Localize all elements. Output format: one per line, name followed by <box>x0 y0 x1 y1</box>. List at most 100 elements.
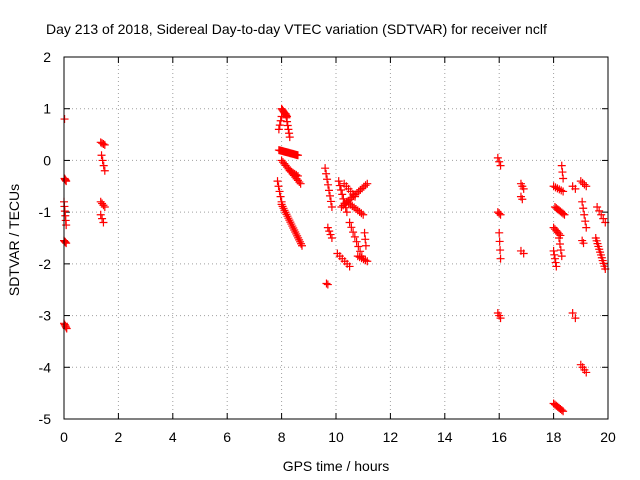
data-point <box>338 190 347 199</box>
data-point <box>582 368 591 377</box>
data-point <box>281 208 290 217</box>
y-axis-label: SDTVAR / TECUs <box>6 184 22 296</box>
y-tick-label: 0 <box>43 152 51 168</box>
data-point <box>578 178 587 187</box>
data-point <box>97 151 106 160</box>
data-point <box>278 202 287 211</box>
data-point <box>557 252 566 261</box>
data-point <box>493 153 502 162</box>
data-point <box>277 200 286 209</box>
data-point <box>496 210 505 219</box>
data-point <box>361 235 370 244</box>
data-point <box>323 223 332 232</box>
data-point <box>293 231 302 240</box>
data-point <box>519 184 528 193</box>
data-point <box>298 241 306 250</box>
y-tick-label: -2 <box>39 256 52 272</box>
x-tick-label: 20 <box>600 429 616 445</box>
data-point <box>285 216 294 225</box>
data-point <box>274 125 283 134</box>
data-point <box>325 191 334 200</box>
data-point <box>345 262 354 271</box>
data-point <box>518 195 527 204</box>
data-point <box>357 209 366 218</box>
data-point <box>293 151 302 160</box>
data-point <box>496 314 505 323</box>
data-point <box>557 186 566 195</box>
data-point <box>325 186 334 195</box>
data-point <box>496 161 505 170</box>
data-point <box>281 109 290 118</box>
data-point <box>61 238 70 247</box>
data-point <box>326 197 335 206</box>
chart-title: Day 213 of 2018, Sidereal Day-to-day VTE… <box>46 21 547 37</box>
y-tick-label: -1 <box>39 204 52 220</box>
x-tick-labels: 0 2 4 6 8 10 12 14 16 18 20 <box>60 429 616 445</box>
data-point <box>555 240 564 249</box>
data-point <box>280 206 289 215</box>
data-point <box>287 220 296 229</box>
y-tick-label: 2 <box>43 49 51 65</box>
x-tick-label: 12 <box>383 429 399 445</box>
data-point <box>549 246 558 255</box>
y-tick-label: -5 <box>39 411 52 427</box>
data-point <box>294 233 303 242</box>
data-point <box>60 237 69 246</box>
data-point <box>360 228 369 237</box>
data-point <box>282 210 291 219</box>
data-point <box>599 214 608 223</box>
data-point <box>352 237 361 246</box>
data-point <box>323 280 332 289</box>
data-point <box>276 116 285 125</box>
data-point <box>322 279 331 288</box>
x-tick-label: 2 <box>115 429 123 445</box>
data-point <box>552 262 561 271</box>
data-point <box>295 178 304 187</box>
data-point <box>361 241 370 250</box>
data-point <box>324 180 333 189</box>
x-tick-label: 16 <box>491 429 507 445</box>
data-point <box>556 246 565 255</box>
x-tick-label: 18 <box>546 429 562 445</box>
data-point <box>550 250 559 259</box>
data-point <box>99 140 108 149</box>
data-point <box>291 227 300 236</box>
x-tick-label: 6 <box>223 429 231 445</box>
data-point <box>363 257 372 266</box>
data-point <box>597 210 606 219</box>
data-point <box>98 214 107 223</box>
data-point <box>576 177 585 186</box>
x-tick-label: 10 <box>328 429 344 445</box>
data-point <box>322 169 331 178</box>
data-point <box>559 187 568 196</box>
data-point <box>349 228 358 237</box>
data-point <box>288 222 297 231</box>
data-point <box>100 202 109 211</box>
data-point <box>557 161 566 170</box>
y-tick-label: -3 <box>39 308 52 324</box>
data-point <box>345 218 354 227</box>
data-point <box>581 217 590 226</box>
y-tick-label: -4 <box>39 359 52 375</box>
data-point <box>99 201 108 210</box>
data-point <box>361 181 370 190</box>
data-point <box>560 210 569 219</box>
data-point <box>290 225 299 234</box>
data-point <box>274 182 283 191</box>
x-axis-label: GPS time / hours <box>283 458 390 474</box>
data-point <box>283 212 292 221</box>
data-point <box>327 202 336 211</box>
data-point <box>580 180 589 189</box>
data-point <box>495 228 504 237</box>
data-point <box>326 230 335 239</box>
data-point <box>551 258 560 267</box>
data-point <box>496 246 505 255</box>
data-point <box>283 121 292 130</box>
x-tick-label: 14 <box>437 429 453 445</box>
x-tick-label: 4 <box>169 429 177 445</box>
data-point <box>361 256 370 265</box>
data-point <box>100 166 109 175</box>
data-point <box>571 314 580 323</box>
data-point <box>363 179 372 188</box>
data-point <box>292 170 301 179</box>
